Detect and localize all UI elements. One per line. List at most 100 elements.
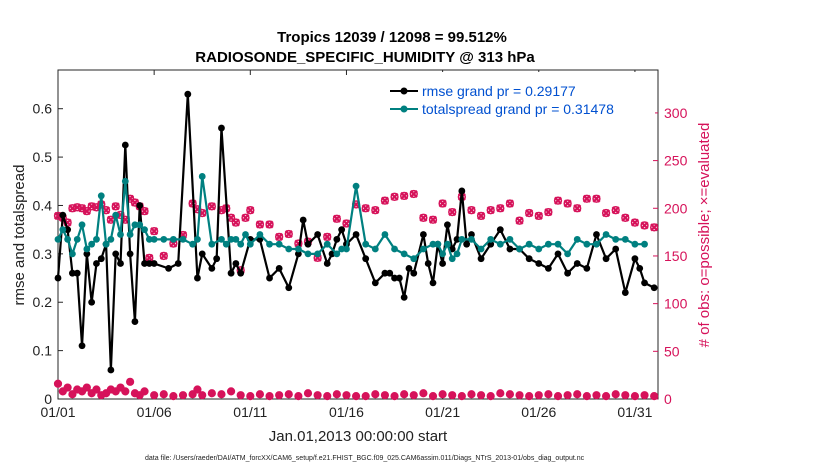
obs-low-marker [226,387,236,396]
obs-low-marker [544,390,553,399]
obs-low-marker [505,390,515,399]
obs-low-marker [361,392,370,401]
totalspread-point [150,235,158,243]
obs-evaluated-marker [241,213,250,222]
obs-possible-marker [601,208,611,218]
obs-evaluated-marker [150,227,159,236]
obs-possible-marker [246,206,255,215]
rmse-point [117,260,124,267]
rmse-point [583,264,591,272]
obs-evaluated-marker [390,192,399,201]
totalspread-point [102,240,110,248]
obs-evaluated-marker [429,215,437,224]
totalspread-point [126,231,134,238]
obs-low-marker [294,392,303,401]
obs-possible-marker [515,216,524,225]
rmse-point [184,90,192,98]
obs-low-marker [553,392,563,401]
obs-evaluated-marker [630,218,639,227]
obs-low-marker [63,383,72,392]
obs-low-marker [621,391,630,400]
obs-possible-marker [361,204,370,213]
rmse-point [294,250,302,258]
totalspread-point [506,235,514,243]
totalspread-point [107,235,115,243]
totalspread-point [83,245,91,253]
x-tick-label: 01/26 [521,404,556,420]
data-file-footer: data file: /Users/raeder/DAI/ATM_forcXX/… [145,455,585,462]
legend-box [385,72,655,120]
obs-possible-marker [544,207,553,217]
rmse-point [419,231,427,238]
totalspread-point [160,235,168,243]
obs-possible-marker [419,213,428,222]
rmse-point [141,260,148,267]
totalspread-point [78,221,86,229]
rmse-point [381,269,389,277]
totalspread-point [198,173,206,180]
obs-possible-marker [332,214,341,223]
obs-possible-marker [592,194,601,203]
obs-low-marker [496,389,505,398]
obs-possible-marker [255,220,265,229]
y-right-tick-label: 100 [664,296,688,312]
totalspread-point [631,240,639,248]
legend-rmse-label: rmse grand pr = 0.29177 [422,83,576,99]
obs-evaluated-marker [486,206,495,215]
y-axis-right-ticks: 0 50 100 150 200 250 300 [653,105,688,407]
x-tick-label: 01/06 [137,404,172,420]
totalspread-point [73,235,81,243]
obs-low-marker [265,392,274,401]
obs-possible-marker [630,218,640,227]
obs-possible-marker [640,221,649,230]
totalspread-point [487,235,495,243]
obs-low-marker [448,391,457,400]
y-left-tick-label: 0 [44,391,52,407]
obs-low-marker [400,390,409,399]
rmse-point [333,235,341,243]
obs-evaluated-marker [380,196,389,205]
rmse-point [496,226,504,234]
obs-evaluated-marker [207,202,216,211]
obs-evaluated-marker [284,230,293,239]
obs-low-marker [126,377,135,386]
obs-evaluated-marker [621,213,630,222]
obs-evaluated-marker [265,220,274,229]
obs-evaluated-marker [563,199,572,208]
obs-low-marker [207,389,216,398]
obs-low-marker [592,391,601,400]
y-right-tick-label: 150 [664,248,688,264]
rmse-point [131,318,139,325]
totalspread-point [304,250,312,258]
y-right-tick-label: 200 [664,200,688,216]
obs-evaluated-marker [515,216,524,225]
rmse-point [194,274,201,282]
rmse-point [88,298,96,306]
obs-low-marker [428,392,438,401]
rmse-point [554,250,562,258]
obs-evaluated-marker [255,220,264,229]
totalspread-point [275,240,283,248]
totalspread-point [352,182,360,190]
obs-evaluated-marker [246,206,255,215]
totalspread-point [621,235,629,243]
chart-title: Tropics 12039 / 12098 = 99.512% [277,29,507,46]
obs-low-marker [53,379,63,388]
chart-subtitle: RADIOSONDE_SPECIFIC_HUMIDITY @ 313 hPa [195,49,535,66]
obs-possible-marker [150,227,159,236]
totalspread-point [535,245,543,253]
obs-low-marker [313,391,322,400]
rmse-point [213,255,221,263]
rmse-point [544,264,552,272]
rmse-point [573,260,581,267]
totalspread-point [516,245,523,253]
obs-evaluated-marker [419,213,428,222]
obs-evaluated-marker [111,202,120,211]
obs-evaluated-marker [231,218,240,227]
y-left-tick-label: 0.6 [33,101,53,117]
totalspread-point [477,245,485,253]
obs-evaluated-marker [140,207,149,216]
totalspread-point [246,240,254,248]
obs-evaluated-marker [592,194,601,203]
obs-evaluated-marker [496,204,505,213]
